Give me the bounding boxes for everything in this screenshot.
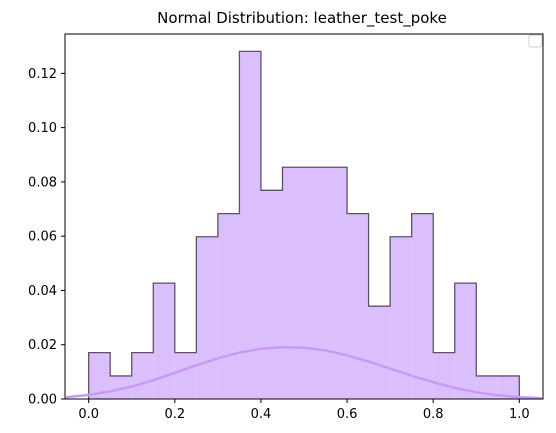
histogram-bar <box>326 167 348 399</box>
legend-box <box>529 35 542 47</box>
histogram-bar <box>239 51 261 399</box>
histogram-bar <box>282 167 304 399</box>
histogram-bar <box>196 237 218 399</box>
y-tick-label: 0.10 <box>28 121 57 136</box>
x-tick-label: 1.0 <box>509 407 530 422</box>
y-tick-label: 0.04 <box>28 284 57 299</box>
y-tick-label: 0.12 <box>28 67 57 82</box>
histogram-bar <box>261 190 283 399</box>
x-tick-label: 0.4 <box>251 407 272 422</box>
y-tick-label: 0.06 <box>28 230 57 245</box>
histogram-bar <box>304 167 326 399</box>
histogram-bar <box>433 353 455 399</box>
histogram-bar <box>218 214 240 399</box>
y-tick-label: 0.02 <box>28 338 57 353</box>
histogram-bar <box>175 353 197 399</box>
x-tick-label: 0.2 <box>164 407 185 422</box>
x-tick-label: 0.0 <box>78 407 99 422</box>
histogram-bar <box>455 283 477 399</box>
histogram-bar <box>347 214 369 399</box>
histogram-bar <box>412 214 434 399</box>
x-tick-label: 0.8 <box>423 407 444 422</box>
y-tick-label: 0.00 <box>28 393 57 408</box>
chart-title: Normal Distribution: leather_test_poke <box>157 9 447 28</box>
x-tick-label: 0.6 <box>337 407 358 422</box>
histogram-bar <box>132 353 154 399</box>
histogram-bar <box>153 283 175 399</box>
y-tick-label: 0.08 <box>28 175 57 190</box>
histogram-bar <box>369 306 391 399</box>
